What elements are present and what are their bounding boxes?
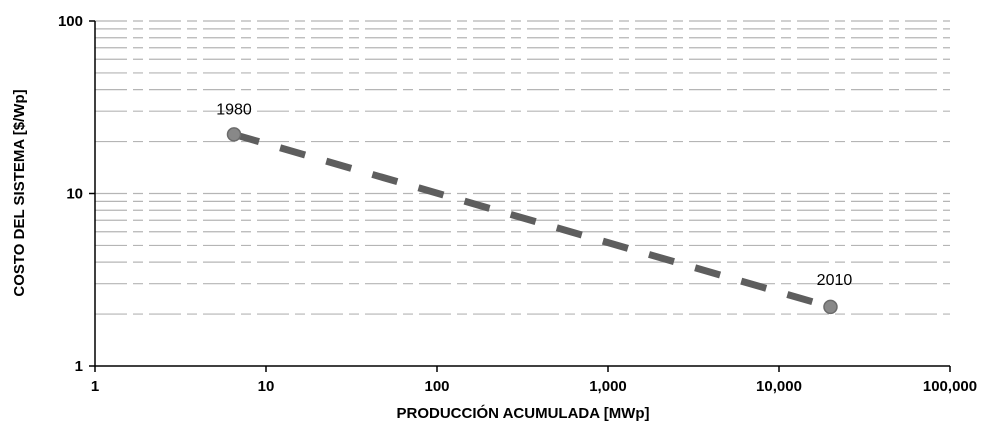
gridlines xyxy=(95,20,950,315)
y-tick-labels: 1 10 100 xyxy=(58,13,83,375)
y-tick-label: 10 xyxy=(66,186,83,203)
axes xyxy=(89,20,951,372)
x-tick-label: 100,000 xyxy=(923,378,977,395)
y-tick-label: 100 xyxy=(58,13,83,30)
trend-line xyxy=(233,131,832,311)
point-label: 2010 xyxy=(817,272,853,289)
data-series: 1980 2010 xyxy=(216,101,853,315)
data-point xyxy=(226,127,242,142)
x-tick-label: 1 xyxy=(91,378,99,395)
x-tick-label: 100 xyxy=(424,378,449,395)
data-point xyxy=(823,299,838,315)
x-tick-label: 10,000 xyxy=(756,378,802,395)
x-axis-title: PRODUCCIÓN ACUMULADA [MWp] xyxy=(396,404,649,422)
x-tick-label: 10 xyxy=(258,378,275,395)
x-tick-labels: 1 10 100 1,000 10,000 100,000 xyxy=(91,378,977,395)
point-label: 1980 xyxy=(216,101,252,118)
x-tick-label: 1,000 xyxy=(589,378,627,395)
y-axis-title: COSTO DEL SISTEMA [$/Wp] xyxy=(11,89,28,296)
y-tick-label: 1 xyxy=(75,358,83,375)
